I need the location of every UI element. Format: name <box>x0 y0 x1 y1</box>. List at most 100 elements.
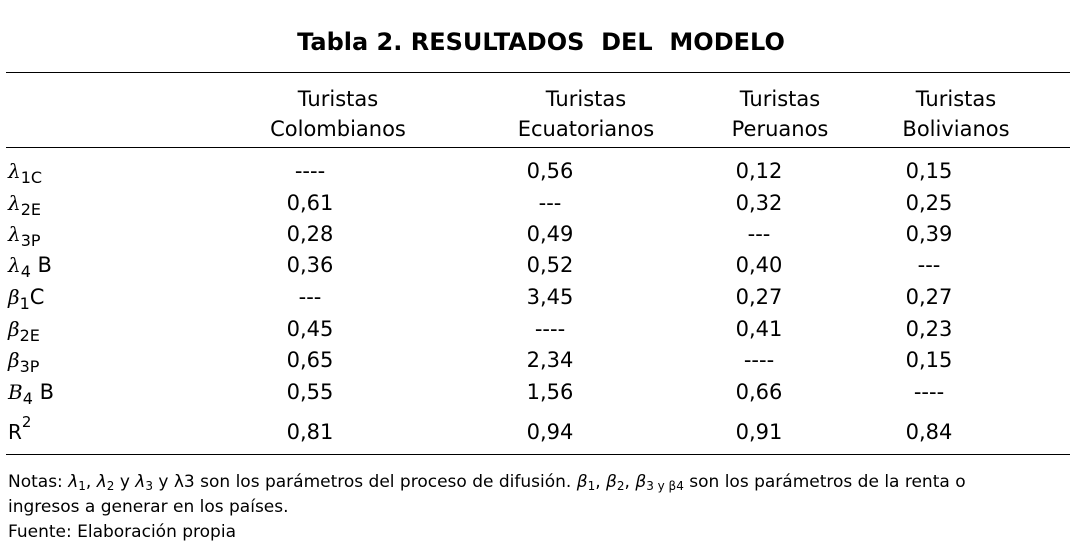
column-header-line2: Bolivianos <box>902 117 1010 141</box>
notes-separator: y <box>114 472 136 492</box>
row-subscript: 4 <box>20 262 31 281</box>
cell-peruanos: 0,27 <box>735 285 783 309</box>
row-label: λ1C <box>8 156 42 187</box>
beta-symbol: β <box>576 472 588 492</box>
table-row: β2E 0,45 ---- 0,41 0,23 <box>0 314 1082 345</box>
column-header-line1: Turistas <box>915 87 997 111</box>
cell-bolivianos: 0,23 <box>905 317 953 341</box>
cell-peruanos: 0,40 <box>735 253 783 277</box>
cell-bolivianos: 0,15 <box>905 348 953 372</box>
cell-bolivianos: ---- <box>913 380 945 404</box>
cell-peruanos: 0,91 <box>735 420 783 444</box>
row-subscript: 1C <box>20 168 43 187</box>
beta-symbol: β <box>606 472 617 492</box>
cell-peruanos: 0,66 <box>735 380 783 404</box>
table-row: β3P 0,65 2,34 ---- 0,15 <box>0 345 1082 376</box>
cell-colombianos: 0,45 <box>286 317 334 341</box>
bottom-rule <box>6 454 1070 455</box>
cell-ecuatorianos: ---- <box>534 317 566 341</box>
row-symbol: β <box>8 285 20 309</box>
notes-line-1: Notas: λ1, λ2 y λ3 y λ3 son los parámetr… <box>8 470 1074 495</box>
row-label: R2 <box>8 415 31 448</box>
row-label: λ4 B <box>8 250 52 281</box>
column-header-line1: Turistas <box>297 87 379 111</box>
notes-source: Fuente: Elaboración propia <box>8 522 236 542</box>
row-suffix: C <box>29 285 45 309</box>
row-label: λ3P <box>8 219 41 250</box>
cell-bolivianos: 0,39 <box>905 222 953 246</box>
cell-ecuatorianos: 0,56 <box>526 159 574 183</box>
cell-bolivianos: 0,84 <box>905 420 953 444</box>
cell-ecuatorianos: 0,94 <box>526 420 574 444</box>
row-symbol: β <box>8 317 20 341</box>
notes-separator: , <box>624 472 636 492</box>
cell-ecuatorianos: 1,56 <box>526 380 574 404</box>
cell-bolivianos: 0,25 <box>905 191 953 215</box>
table-row: λ4 B 0,36 0,52 0,40 --- <box>0 250 1082 281</box>
beta-subscript: 1 <box>587 479 596 493</box>
cell-colombianos: 0,65 <box>286 348 334 372</box>
lambda-symbol: λ <box>68 472 79 492</box>
lambda-symbol: λ <box>135 472 146 492</box>
cell-ecuatorianos: 3,45 <box>526 285 574 309</box>
row-label: β1C <box>8 282 44 313</box>
cell-bolivianos: --- <box>917 253 941 277</box>
lambda-subscript: 1 <box>78 479 86 493</box>
row-subscript: 1 <box>19 294 30 313</box>
row-label: B4 B <box>8 377 54 408</box>
cell-colombianos: --- <box>298 285 322 309</box>
beta-subscript: 2 <box>616 479 625 493</box>
notes-text: y λ3 son los parámetros del proceso de d… <box>153 472 577 492</box>
column-header-bolivianos: Turistas Bolivianos <box>866 84 1046 144</box>
table-row: B4 B 0,55 1,56 0,66 ---- <box>0 377 1082 408</box>
row-label: λ2E <box>8 188 41 219</box>
column-header-line2: Ecuatorianos <box>517 117 655 141</box>
column-header-line1: Turistas <box>545 87 627 111</box>
cell-colombianos: 0,36 <box>286 253 334 277</box>
row-symbol: R <box>8 420 22 444</box>
notes-separator: , <box>85 472 97 492</box>
row-label: β2E <box>8 314 40 345</box>
cell-ecuatorianos: 2,34 <box>526 348 574 372</box>
cell-peruanos: --- <box>747 222 771 246</box>
table-row: λ1C ---- 0,56 0,12 0,15 <box>0 156 1082 187</box>
row-symbol: λ <box>8 253 21 277</box>
table-row: λ3P 0,28 0,49 --- 0,39 <box>0 219 1082 250</box>
column-header-line2: Peruanos <box>731 117 829 141</box>
row-symbol: λ <box>8 191 21 215</box>
table-row: R2 0,81 0,94 0,91 0,84 <box>0 415 1082 448</box>
cell-colombianos: 0,55 <box>286 380 334 404</box>
lambda-subscript: 2 <box>106 479 115 493</box>
table-notes: Notas: λ1, λ2 y λ3 y λ3 son los parámetr… <box>8 470 1074 545</box>
row-symbol: λ <box>8 222 21 246</box>
cell-colombianos: 0,28 <box>286 222 334 246</box>
cell-colombianos: 0,61 <box>286 191 334 215</box>
column-header-peruanos: Turistas Peruanos <box>690 84 870 144</box>
table-row: λ2E 0,61 --- 0,32 0,25 <box>0 188 1082 219</box>
cell-peruanos: 0,41 <box>735 317 783 341</box>
cell-colombianos: ---- <box>294 159 326 183</box>
row-suffix: B <box>30 253 52 277</box>
cell-colombianos: 0,81 <box>286 420 334 444</box>
cell-ecuatorianos: --- <box>538 191 562 215</box>
cell-peruanos: 0,32 <box>735 191 783 215</box>
row-suffix: B <box>32 380 54 404</box>
top-rule <box>6 72 1070 73</box>
cell-bolivianos: 0,27 <box>905 285 953 309</box>
notes-prefix: Notas: <box>8 472 69 492</box>
row-subscript: 2E <box>19 326 40 345</box>
beta-symbol: β <box>635 472 647 492</box>
cell-peruanos: ---- <box>743 348 775 372</box>
notes-text: son los parámetros de la renta o <box>683 472 966 492</box>
row-symbol: B <box>8 380 23 404</box>
lambda-subscript: 3 <box>145 479 153 493</box>
cell-ecuatorianos: 0,52 <box>526 253 574 277</box>
row-superscript: 2 <box>21 413 32 431</box>
row-subscript: 3P <box>19 357 40 376</box>
cell-bolivianos: 0,15 <box>905 159 953 183</box>
table-row: β1C --- 3,45 0,27 0,27 <box>0 282 1082 313</box>
lambda-symbol: λ <box>96 472 107 492</box>
row-subscript: 4 <box>22 389 33 408</box>
row-symbol: β <box>8 348 20 372</box>
row-symbol: λ <box>8 159 21 183</box>
